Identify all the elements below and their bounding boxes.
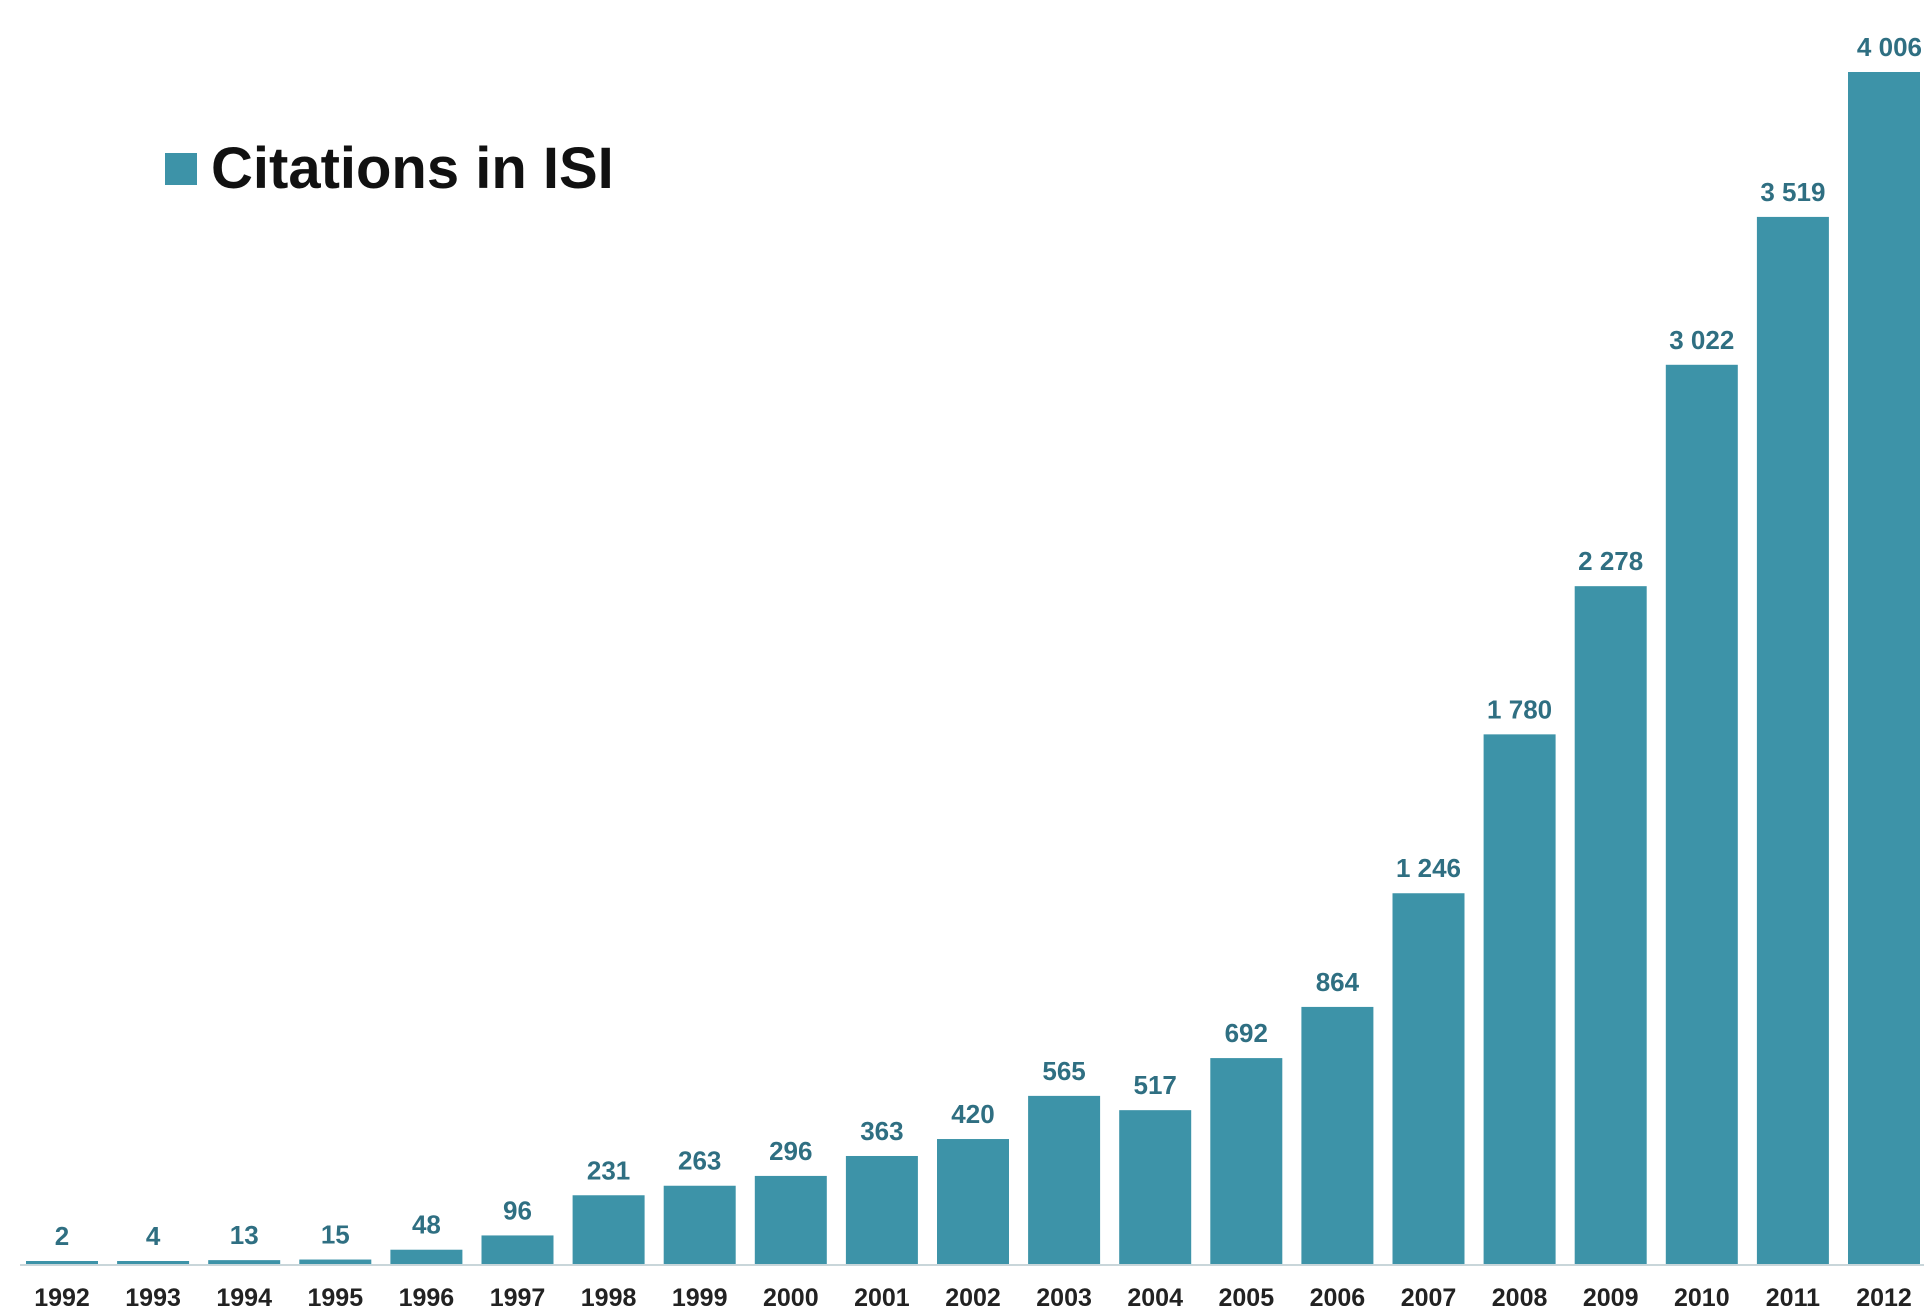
bar-1995: [299, 1259, 372, 1264]
value-label-1993: 4: [146, 1221, 161, 1251]
x-tick-label-1993: 1993: [125, 1284, 181, 1312]
value-label-2001: 363: [860, 1116, 903, 1146]
x-tick-label-1994: 1994: [216, 1284, 272, 1312]
bar-1993: [117, 1261, 190, 1264]
value-label-1992: 2: [55, 1221, 69, 1251]
x-tick-label-1995: 1995: [307, 1284, 363, 1312]
bar-2008: [1483, 734, 1556, 1264]
value-label-2011: 3 519: [1760, 177, 1825, 207]
x-tick-label-2004: 2004: [1127, 1284, 1183, 1312]
bar-1992: [26, 1261, 98, 1264]
bar-2007: [1392, 893, 1465, 1264]
value-label-1996: 48: [412, 1210, 441, 1240]
bar-2004: [1119, 1110, 1192, 1264]
bar-2010: [1665, 364, 1738, 1264]
value-label-1995: 15: [321, 1220, 350, 1250]
x-tick-label-1998: 1998: [581, 1284, 637, 1312]
value-label-2003: 565: [1042, 1056, 1085, 1086]
value-label-1999: 263: [678, 1146, 721, 1176]
bar-1997: [481, 1235, 554, 1264]
value-label-1994: 13: [230, 1220, 259, 1250]
legend-label: Citations in ISI: [211, 136, 614, 201]
bar-2002: [937, 1139, 1009, 1264]
value-label-2002: 420: [951, 1099, 994, 1129]
x-tick-label-1992: 1992: [34, 1284, 90, 1312]
x-tick-label-2011: 2011: [1766, 1284, 1820, 1312]
value-label-2006: 864: [1316, 967, 1360, 997]
x-tick-label-1999: 1999: [672, 1284, 728, 1312]
legend: Citations in ISI: [165, 135, 614, 202]
bar-2000: [754, 1175, 827, 1264]
value-label-1998: 231: [587, 1155, 630, 1185]
bar-2012: [1848, 72, 1920, 1264]
bar-2005: [1210, 1058, 1283, 1264]
bar-2001: [845, 1155, 918, 1264]
x-tick-label-2002: 2002: [945, 1284, 1001, 1312]
value-label-2010: 3 022: [1669, 325, 1734, 355]
x-tick-label-2007: 2007: [1401, 1284, 1457, 1312]
value-label-2009: 2 278: [1578, 546, 1643, 576]
bar-2003: [1028, 1095, 1101, 1264]
value-label-2007: 1 246: [1396, 853, 1461, 883]
bar-2009: [1574, 586, 1647, 1264]
value-label-2000: 296: [769, 1136, 812, 1166]
bar-1998: [572, 1195, 645, 1264]
x-tick-label-2000: 2000: [763, 1284, 819, 1312]
value-label-2012: 4 006: [1857, 32, 1922, 62]
value-label-2005: 692: [1225, 1018, 1268, 1048]
x-tick-label-1996: 1996: [399, 1284, 455, 1312]
x-tick-label-1997: 1997: [490, 1284, 546, 1312]
bar-1996: [390, 1249, 463, 1264]
legend-swatch: [165, 152, 197, 185]
x-tick-label-2005: 2005: [1218, 1284, 1274, 1312]
x-tick-label-2010: 2010: [1674, 1284, 1730, 1312]
bar-1994: [208, 1260, 281, 1264]
bar-2011: [1756, 216, 1829, 1264]
value-label-1997: 96: [503, 1195, 532, 1225]
value-label-2004: 517: [1134, 1070, 1177, 1100]
x-tick-label-2003: 2003: [1036, 1284, 1092, 1312]
bar-2006: [1301, 1006, 1374, 1264]
x-tick-label-2009: 2009: [1583, 1284, 1639, 1312]
bar-1999: [663, 1185, 736, 1264]
x-tick-label-2001: 2001: [854, 1284, 910, 1312]
x-tick-label-2006: 2006: [1310, 1284, 1366, 1312]
x-tick-label-2008: 2008: [1492, 1284, 1548, 1312]
x-tick-label-2012: 2012: [1856, 1284, 1912, 1312]
value-label-2008: 1 780: [1487, 694, 1552, 724]
